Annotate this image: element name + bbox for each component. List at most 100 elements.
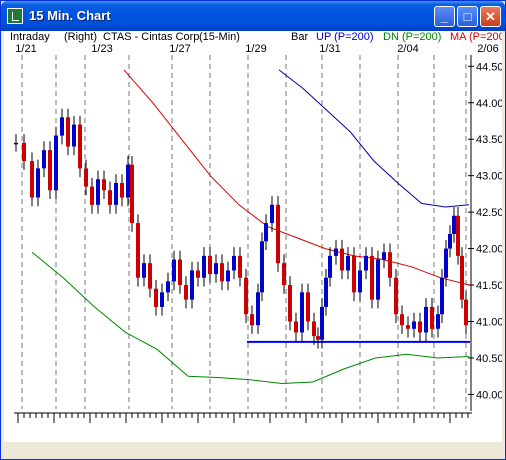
price-bar-body (328, 255, 332, 278)
x-axis-date-label: 1/23 (91, 43, 112, 55)
price-bar-body (114, 182, 118, 205)
price-bar-body (424, 306, 428, 333)
axis-side-label: (Right) (64, 31, 98, 43)
y-axis-tick-label: 42.00 (476, 244, 502, 256)
price-bar-body (102, 179, 106, 191)
price-bar-body (238, 255, 242, 278)
price-bar-body (160, 292, 164, 307)
horizontal-scrollbar[interactable] (4, 442, 502, 457)
price-bar-body (214, 263, 218, 275)
price-bar-body (376, 259, 380, 300)
interval-label: Intraday (10, 31, 50, 43)
price-bar-body (334, 248, 338, 256)
price-bar-body (226, 270, 230, 282)
y-axis-tick-label: 44.50 (476, 61, 502, 73)
price-bar-body (382, 252, 386, 260)
price-bar-body (294, 321, 298, 333)
symbol-label: CTAS - Cintas Corp (103, 31, 200, 43)
price-bar-body (22, 142, 26, 162)
y-axis-tick-label: 40.50 (476, 353, 502, 365)
x-axis-date-label: 2/04 (397, 43, 418, 55)
y-axis-tick-label: 44.00 (476, 98, 502, 110)
price-bar-body (196, 270, 200, 278)
period-label: (15-Min) (199, 31, 240, 43)
price-bar-body (430, 306, 434, 329)
price-bar-body (154, 288, 158, 307)
price-bar-body (108, 190, 112, 205)
y-axis-tick-label: 41.00 (476, 317, 502, 329)
ma-label: MA (P=200 (450, 31, 502, 43)
price-bar-body (346, 255, 350, 271)
y-axis-tick-label: 40.00 (476, 389, 502, 401)
price-bar-body (394, 277, 398, 315)
price-bar-body (30, 161, 34, 198)
y-axis-tick-label: 41.50 (476, 280, 502, 292)
price-bar-body (448, 234, 452, 249)
y-axis-tick-label: 43.50 (476, 134, 502, 146)
price-bar-body (178, 259, 182, 286)
price-chart[interactable]: 1/21 1/23 1/27 1/29 1/31 2/04 2/06 44.50 44.00 4… (4, 31, 502, 442)
dn-band-label: DN (P=200) (383, 31, 442, 43)
price-bar-body (264, 223, 268, 242)
price-bar-body (148, 263, 152, 289)
price-bar-body (120, 182, 124, 198)
price-bar-body (48, 150, 52, 191)
price-bar-body (364, 255, 368, 271)
price-bar-body (312, 321, 316, 337)
chart-app-icon (7, 8, 23, 24)
x-axis-date-label: 1/31 (319, 43, 340, 55)
price-bar-body (172, 259, 176, 282)
close-button[interactable]: ✕ (480, 6, 501, 27)
dn-band-line (31, 251, 470, 385)
price-bar-body (460, 255, 464, 300)
price-bar-body (42, 150, 46, 169)
price-bar-body (452, 215, 456, 234)
price-bar-body (340, 248, 344, 271)
price-bar-body (256, 292, 260, 326)
price-bar-body (72, 124, 76, 147)
price-bar-body (90, 186, 94, 205)
price-bar-body (418, 321, 422, 333)
price-bar-body (306, 292, 310, 322)
price-bar-body (78, 124, 82, 169)
minimize-button[interactable]: _ (434, 6, 455, 27)
price-bar-body (282, 263, 286, 286)
price-bar-body (324, 277, 328, 307)
style-label: Bar (291, 31, 309, 43)
price-bar-body (260, 241, 264, 293)
y-axis-tick-label: 43.00 (476, 171, 502, 183)
price-bar-body (202, 255, 206, 278)
window-title: 15 Min. Chart (29, 8, 111, 23)
price-bar-body (190, 270, 194, 300)
price-bar-body (136, 223, 140, 278)
price-bar-body (440, 277, 444, 315)
price-bar-body (276, 204, 280, 264)
price-bar-body (320, 306, 324, 340)
price-bar-body (220, 263, 224, 282)
x-axis-date-label: 1/27 (169, 43, 190, 55)
y-axis-tick-label: 42.50 (476, 207, 502, 219)
price-bar-body (464, 299, 468, 326)
chart-area[interactable]: Intraday (Right) CTAS - Cintas Corp (15-… (4, 31, 502, 457)
price-bar-body (316, 336, 320, 340)
price-bar-body (184, 285, 188, 300)
price-bar-body (436, 314, 440, 329)
price-bar-body (232, 255, 236, 271)
x-axis-date-label: 1/21 (15, 43, 36, 55)
maximize-button[interactable]: □ (457, 6, 478, 27)
price-bar-body (288, 285, 292, 322)
x-axis-date-label: 2/06 (477, 43, 498, 55)
moving-average-line (123, 69, 470, 286)
price-bar-body (270, 204, 274, 224)
price-bar-body (142, 263, 146, 278)
price-bar-body (60, 117, 64, 136)
price-bar-body (358, 270, 362, 293)
price-bar-body (96, 179, 100, 205)
price-bar-body (300, 292, 304, 333)
price-bar-body (406, 325, 410, 329)
price-bar-body (84, 168, 88, 187)
price-bar-body (36, 168, 40, 198)
price-bar-body (244, 277, 248, 315)
title-bar[interactable]: 15 Min. Chart _ □ ✕ (1, 1, 505, 31)
